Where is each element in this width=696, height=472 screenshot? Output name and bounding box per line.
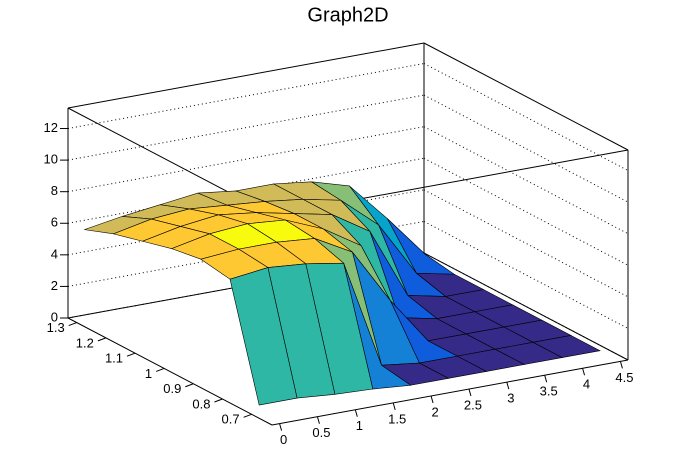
y-tick-label: 1 [145, 366, 152, 381]
x-tick [468, 388, 472, 397]
y-tick-label: 1.1 [105, 351, 123, 366]
y-tick [214, 398, 223, 403]
box-edge [423, 42, 629, 151]
z-tick-label: 8 [51, 183, 58, 198]
x-tick-label: 2.5 [464, 397, 482, 412]
grid-line [67, 126, 425, 193]
x-tick [316, 416, 320, 424]
x-tick-label: 4.5 [615, 370, 633, 385]
x-tick [544, 375, 548, 383]
x-tick-label: 0 [280, 432, 287, 447]
box-edge [271, 359, 629, 426]
z-tick-label: 12 [44, 120, 58, 135]
y-tick-label: 0.9 [163, 381, 181, 396]
y-tick [185, 383, 194, 388]
grid-line [67, 63, 425, 130]
x-tick-label: 3.5 [540, 384, 558, 399]
grid-line [67, 94, 425, 161]
x-tick [279, 423, 283, 431]
x-tick [392, 402, 396, 411]
x-tick [506, 381, 510, 390]
z-tick-label: 0 [51, 309, 58, 324]
y-tick [126, 352, 136, 357]
x-tick-label: 0.5 [312, 425, 330, 440]
y-tick-label: 0.8 [192, 396, 210, 411]
x-tick [582, 368, 586, 376]
x-tick [619, 361, 623, 369]
y-tick [97, 337, 107, 342]
y-tick [68, 322, 77, 327]
x-tick-label: 4 [583, 377, 590, 392]
x-tick-label: 1.5 [388, 411, 406, 426]
z-tick-label: 2 [51, 278, 58, 293]
box-edge [67, 317, 273, 426]
z-tick-label: 10 [44, 152, 58, 167]
y-tick [155, 367, 165, 372]
surface-cell [229, 267, 298, 406]
x-tick [430, 395, 434, 404]
x-tick-label: 1 [356, 418, 363, 433]
x-tick-label: 2 [431, 404, 438, 419]
z-tick-label: 6 [51, 215, 58, 230]
x-tick [354, 409, 358, 417]
y-tick-label: 0.7 [222, 412, 240, 427]
x-tick-label: 3 [507, 391, 514, 406]
z-tick-label: 4 [51, 246, 58, 261]
y-tick [243, 413, 252, 418]
chart-title: Graph2D [307, 4, 388, 26]
y-tick-label: 1.3 [47, 320, 65, 335]
y-tick-label: 1.2 [76, 335, 94, 350]
box-edge [423, 252, 629, 361]
box-edge [67, 42, 425, 109]
